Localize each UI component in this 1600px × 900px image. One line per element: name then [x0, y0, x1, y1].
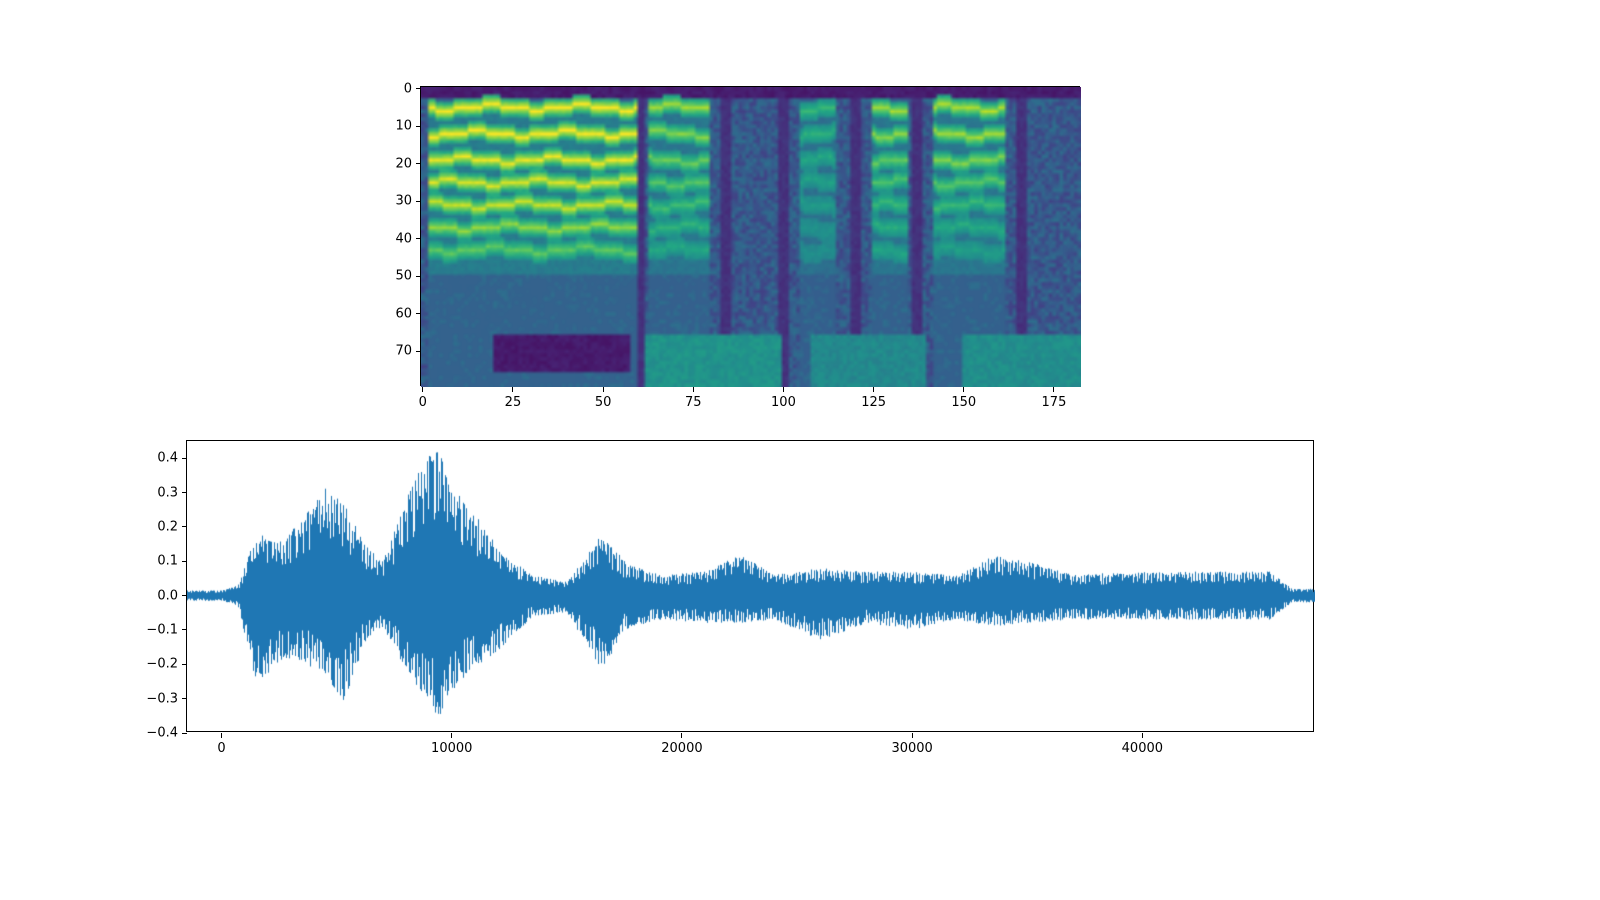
tick-label: 75: [685, 395, 702, 410]
tick-label: 30000: [891, 741, 932, 756]
tick-label: 175: [1042, 395, 1067, 410]
tick-mark: [912, 733, 913, 738]
tick-mark: [416, 276, 421, 277]
tick-label: 100: [771, 395, 796, 410]
tick-mark: [182, 698, 187, 699]
tick-mark: [451, 733, 452, 738]
tick-label: 20: [395, 156, 412, 171]
tick-label: 50: [595, 395, 612, 410]
tick-mark: [963, 387, 964, 392]
tick-mark: [681, 733, 682, 738]
tick-mark: [182, 595, 187, 596]
tick-label: 40000: [1122, 741, 1163, 756]
tick-label: 0.2: [157, 519, 178, 534]
tick-label: 0.0: [157, 588, 178, 603]
tick-label: 70: [395, 344, 412, 359]
tick-label: 20000: [661, 741, 702, 756]
spectrogram-plot: 0255075100125150175010203040506070: [420, 86, 1080, 386]
tick-label: 150: [951, 395, 976, 410]
tick-label: 0.4: [157, 451, 178, 466]
waveform-line: [187, 441, 1315, 733]
tick-mark: [182, 526, 187, 527]
tick-label: −0.2: [146, 657, 178, 672]
tick-mark: [182, 458, 187, 459]
tick-mark: [512, 387, 513, 392]
figure: 0255075100125150175010203040506070 01000…: [0, 0, 1600, 900]
spectrogram-heatmap: [421, 87, 1081, 387]
tick-mark: [182, 664, 187, 665]
tick-mark: [1142, 733, 1143, 738]
tick-label: −0.3: [146, 691, 178, 706]
tick-mark: [1053, 387, 1054, 392]
tick-mark: [873, 387, 874, 392]
tick-label: 10000: [431, 741, 472, 756]
tick-mark: [416, 163, 421, 164]
tick-mark: [693, 387, 694, 392]
tick-label: 125: [861, 395, 886, 410]
tick-label: 0: [217, 741, 225, 756]
tick-mark: [416, 126, 421, 127]
tick-mark: [182, 629, 187, 630]
tick-label: 0: [419, 395, 427, 410]
tick-mark: [416, 351, 421, 352]
tick-label: 0.1: [157, 554, 178, 569]
tick-label: 40: [395, 231, 412, 246]
tick-mark: [416, 238, 421, 239]
tick-label: 30: [395, 194, 412, 209]
waveform-plot: 010000200003000040000−0.4−0.3−0.2−0.10.0…: [186, 440, 1314, 732]
tick-mark: [603, 387, 604, 392]
tick-label: 0: [404, 81, 412, 96]
tick-mark: [182, 733, 187, 734]
tick-label: −0.4: [146, 726, 178, 741]
tick-mark: [182, 561, 187, 562]
tick-mark: [422, 387, 423, 392]
tick-label: −0.1: [146, 622, 178, 637]
tick-mark: [182, 492, 187, 493]
tick-mark: [416, 201, 421, 202]
tick-label: 60: [395, 306, 412, 321]
tick-label: 50: [395, 269, 412, 284]
tick-mark: [221, 733, 222, 738]
tick-label: 10: [395, 119, 412, 134]
tick-mark: [416, 88, 421, 89]
tick-label: 25: [505, 395, 522, 410]
tick-mark: [783, 387, 784, 392]
tick-mark: [416, 313, 421, 314]
tick-label: 0.3: [157, 485, 178, 500]
